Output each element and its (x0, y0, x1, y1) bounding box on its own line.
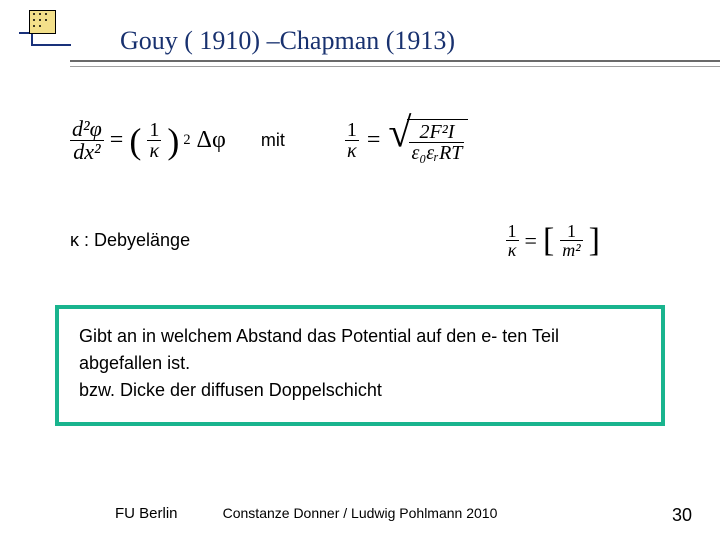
footer-center: Constanze Donner / Ludwig Pohlmann 2010 (0, 505, 720, 521)
title-underline (120, 60, 680, 70)
equation-row-1: d²φ dx² = ( 1 κ )2 Δφ mit 1 κ = √ 2F²I ε… (70, 118, 660, 163)
eq2-lhs-num: 1 (345, 120, 359, 140)
eq2-lhs-den: κ (345, 141, 359, 161)
kappa-unit-num: 1 (565, 222, 578, 240)
kappa-equals: = (525, 228, 537, 254)
eq1-lhs-den: dx² (71, 141, 102, 163)
title-area: Gouy ( 1910) –Chapman (1913) (120, 26, 680, 70)
kappa-row: κ : Debyelänge 1 κ = [ 1 m² ] (70, 222, 660, 259)
kappa-lhs-den: κ (506, 241, 519, 259)
slide-footer: FU Berlin Constanze Donner / Ludwig Pohl… (0, 505, 720, 522)
eq1-lhs-num: d²φ (70, 118, 104, 140)
eq2-equals: = (367, 127, 381, 154)
desc-line-3: bzw. Dicke der diffusen Doppelschicht (79, 377, 641, 404)
kappa-label: κ : Debyelänge (70, 230, 190, 251)
eq1-exponent: 2 (183, 132, 190, 149)
slide-logo (14, 10, 69, 55)
eq1-delta: Δφ (197, 127, 226, 154)
footer-page: 30 (672, 505, 692, 526)
eq1-paren-den: κ (148, 141, 162, 161)
eq2-sqrt-den: ε₀εᵣRT (409, 143, 464, 163)
description-box: Gibt an in welchem Abstand das Potential… (55, 305, 665, 426)
slide-title: Gouy ( 1910) –Chapman (1913) (120, 26, 680, 56)
eq1-paren-num: 1 (147, 120, 161, 140)
eq1-equals: = (110, 127, 124, 154)
eq-connector: mit (261, 130, 285, 151)
desc-line-2: abgefallen ist. (79, 350, 641, 377)
kappa-unit-den: m² (560, 241, 582, 259)
eq2-sqrt-num: 2F²I (417, 122, 456, 142)
kappa-lhs-num: 1 (506, 222, 519, 240)
desc-line-1: Gibt an in welchem Abstand das Potential… (79, 323, 641, 350)
